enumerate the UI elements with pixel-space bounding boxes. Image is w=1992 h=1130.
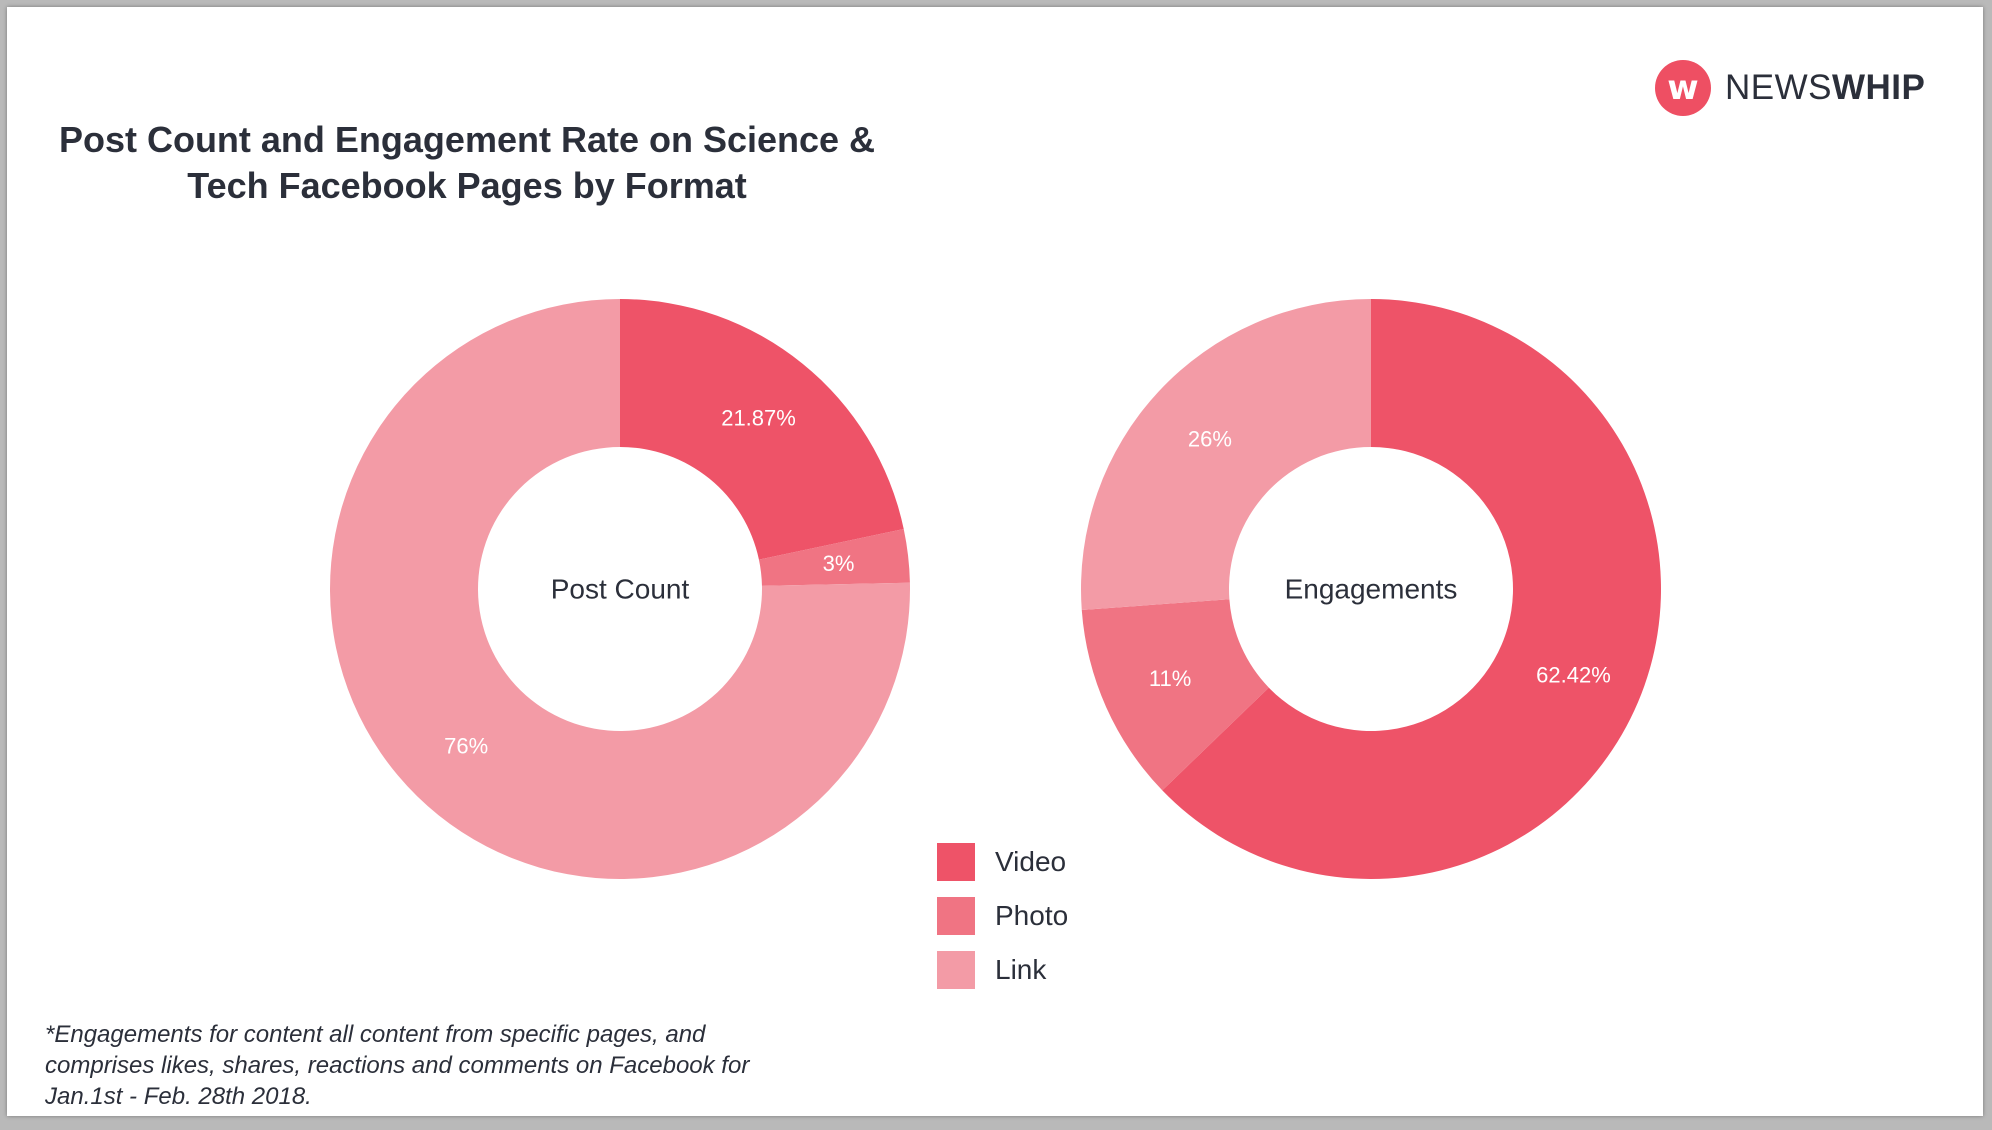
donut-slice-link (1081, 299, 1371, 610)
slice-data-label: 11% (1149, 666, 1191, 691)
logo-wordmark: NEWSWHIP (1725, 68, 1925, 108)
donut-slice-photo (758, 528, 910, 586)
slide-canvas: Post Count and Engagement Rate on Scienc… (7, 7, 1983, 1116)
legend-label-video: Video (995, 846, 1067, 877)
slice-data-label: 21.87% (721, 406, 796, 431)
donut-slice-photo (1081, 599, 1269, 791)
slice-data-label: 3% (823, 551, 855, 576)
legend-label-photo: Photo (995, 900, 1069, 931)
donut-slice-video (1162, 299, 1661, 879)
logo-text-whip: WHIP (1832, 68, 1926, 107)
chart-legend: Video Photo Link (937, 842, 1068, 1004)
legend-item-link: Link (937, 950, 1068, 990)
donut-center-label: Engagements (1285, 574, 1458, 605)
donut-charts: 21.87% 3% 76% Post Count 62.42% 11% 26% Engagem… (329, 299, 1661, 879)
logo-mark-icon: w (1655, 60, 1711, 116)
logo-text-news: NEWS (1725, 68, 1832, 107)
donut-slice-link (329, 299, 910, 879)
legend-swatch-link (937, 951, 975, 989)
legend-item-photo: Photo (937, 896, 1068, 936)
slice-data-label: 62.42% (1536, 663, 1611, 688)
legend-swatch-video (937, 843, 975, 881)
footnote: *Engagements for content all content fro… (45, 1021, 750, 1110)
donut-slice-video (620, 299, 904, 560)
slice-data-label: 26% (1188, 427, 1232, 452)
legend-swatch-photo (937, 897, 975, 935)
legend-item-video: Video (937, 842, 1068, 882)
donut-center-label: Post Count (551, 574, 690, 605)
chart-title: Post Count and Engagement Rate on Scienc… (58, 119, 876, 206)
legend-label-link: Link (995, 954, 1047, 985)
newswhip-logo: w NEWSWHIP (1655, 57, 1925, 119)
slice-data-label: 76% (444, 734, 488, 759)
